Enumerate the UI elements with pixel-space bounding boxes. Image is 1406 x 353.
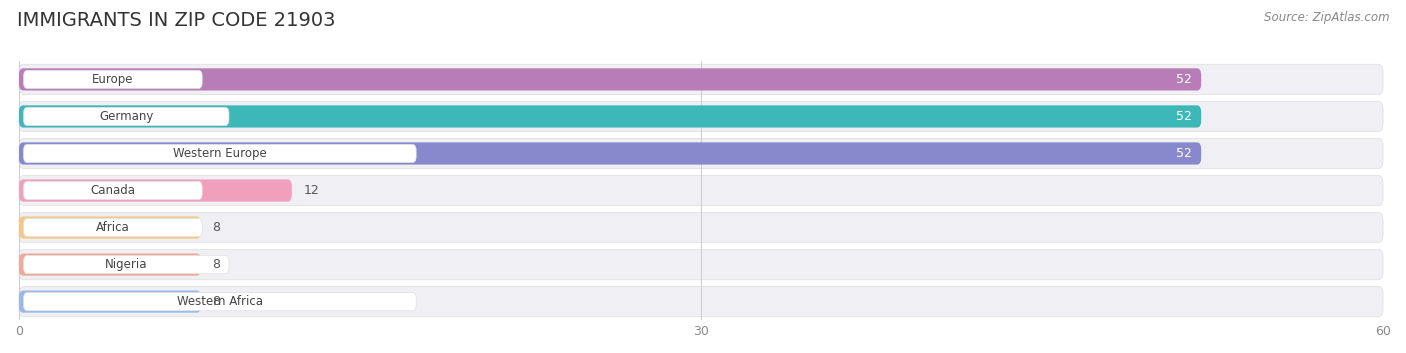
FancyBboxPatch shape [20, 253, 201, 276]
FancyBboxPatch shape [20, 142, 1201, 164]
Text: 8: 8 [212, 258, 221, 271]
FancyBboxPatch shape [24, 144, 416, 163]
FancyBboxPatch shape [20, 68, 1201, 90]
FancyBboxPatch shape [20, 64, 1384, 95]
Text: 8: 8 [212, 221, 221, 234]
Text: IMMIGRANTS IN ZIP CODE 21903: IMMIGRANTS IN ZIP CODE 21903 [17, 11, 336, 30]
Text: Africa: Africa [96, 221, 129, 234]
Text: Europe: Europe [93, 73, 134, 86]
Text: 12: 12 [304, 184, 319, 197]
FancyBboxPatch shape [20, 291, 201, 313]
FancyBboxPatch shape [24, 256, 229, 274]
FancyBboxPatch shape [20, 216, 201, 239]
Text: Canada: Canada [90, 184, 135, 197]
FancyBboxPatch shape [24, 293, 416, 311]
Text: Source: ZipAtlas.com: Source: ZipAtlas.com [1264, 11, 1389, 24]
Text: 52: 52 [1177, 110, 1192, 123]
FancyBboxPatch shape [24, 107, 229, 126]
FancyBboxPatch shape [20, 286, 1384, 317]
FancyBboxPatch shape [20, 105, 1201, 127]
FancyBboxPatch shape [20, 179, 292, 202]
Text: 52: 52 [1177, 147, 1192, 160]
FancyBboxPatch shape [20, 213, 1384, 243]
Text: 52: 52 [1177, 73, 1192, 86]
Text: Western Europe: Western Europe [173, 147, 267, 160]
FancyBboxPatch shape [24, 70, 202, 89]
Text: Nigeria: Nigeria [105, 258, 148, 271]
FancyBboxPatch shape [20, 250, 1384, 280]
Text: Germany: Germany [98, 110, 153, 123]
Text: Western Africa: Western Africa [177, 295, 263, 308]
FancyBboxPatch shape [24, 219, 202, 237]
FancyBboxPatch shape [20, 101, 1384, 132]
FancyBboxPatch shape [24, 181, 202, 200]
FancyBboxPatch shape [20, 138, 1384, 169]
FancyBboxPatch shape [20, 175, 1384, 206]
Text: 8: 8 [212, 295, 221, 308]
